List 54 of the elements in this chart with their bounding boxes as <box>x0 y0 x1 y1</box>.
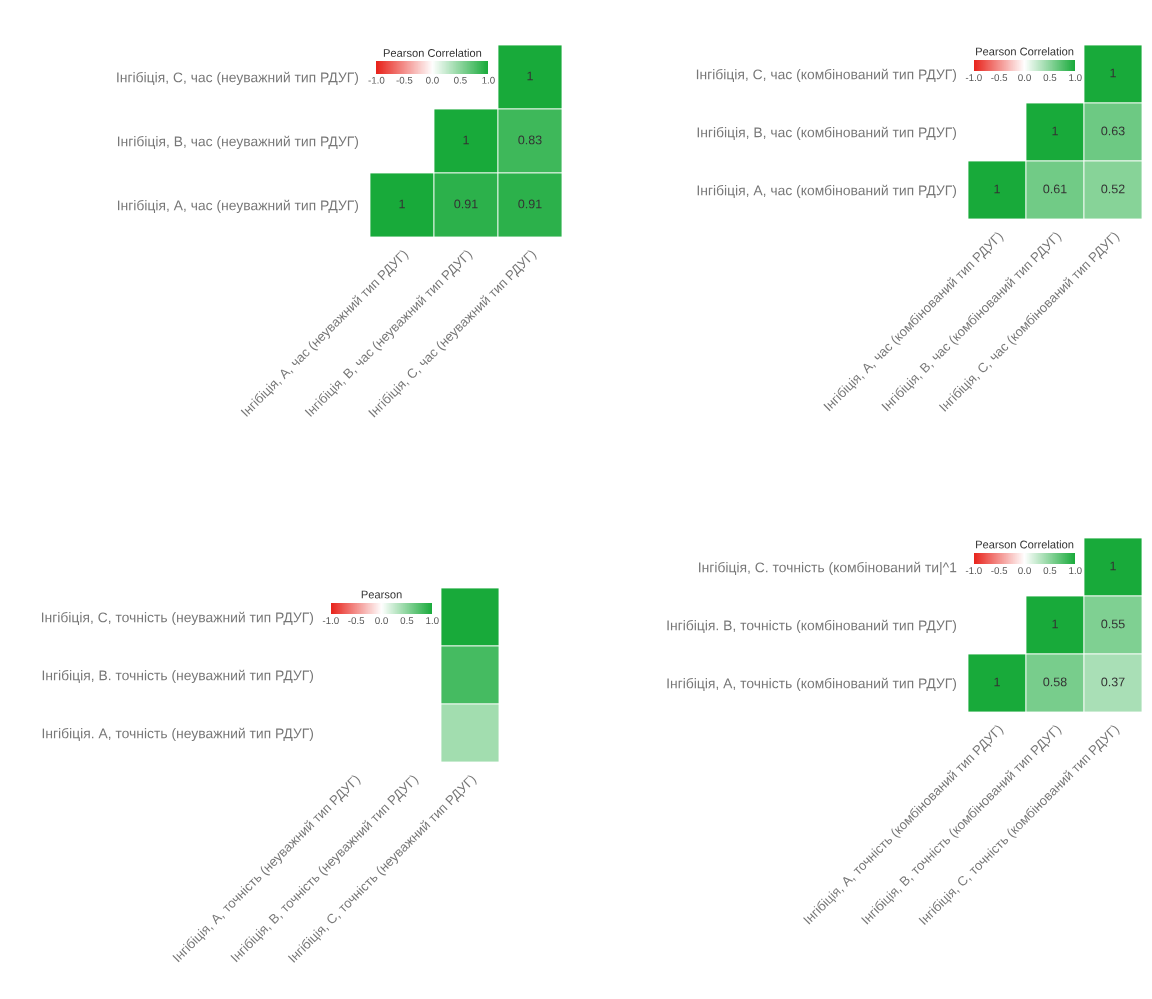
data-label: 1 <box>1110 561 1116 571</box>
color-bar-title: Pearson Correlation <box>976 540 1074 549</box>
y-tick-label: Інгібіція. А, точність (неуважний тип РДУГ) <box>42 727 314 742</box>
color-bar-label: -1.0 <box>322 617 339 625</box>
color-bar-label: -1.0 <box>965 74 982 82</box>
color-bar-title: Pearson Correlation <box>976 47 1074 56</box>
color-bar-title: Pearson <box>361 590 402 599</box>
data-label: 0.55 <box>1101 619 1125 629</box>
color-bar-label: 0.5 <box>400 617 414 625</box>
y-tick-label: Інгібіція, С, час (неуважний тип РДУГ) <box>117 71 359 86</box>
y-tick-label: Інгібіція, А, точність (комбінований тип РДУГ) <box>667 677 957 692</box>
color-bar-label: 1.0 <box>1069 74 1082 82</box>
color-bar-title: Pearson Correlation <box>383 48 482 57</box>
color-bar-label: 0.5 <box>1043 74 1057 82</box>
y-tick-label: Інгібіція, В, час (комбінований тип РДУГ) <box>697 126 957 141</box>
color-bar-label: 0.5 <box>454 76 467 84</box>
color-bar-label: -1.0 <box>965 567 982 575</box>
color-bar-label: -0.5 <box>396 76 413 84</box>
color-bar-label: 0.5 <box>1043 567 1057 575</box>
data-label: 1 <box>527 71 533 81</box>
color-bar-label: -0.5 <box>348 617 365 625</box>
color-bar-label: -1.0 <box>368 76 385 84</box>
color-bar-label: 0.0 <box>426 76 439 84</box>
data-label: 0.37 <box>1101 677 1125 687</box>
y-tick-label: Інгібіція. В, точність (комбінований тип РДУГ) <box>667 619 957 634</box>
color-bar-label: 1.0 <box>1069 567 1082 575</box>
y-tick-label: Інгібіція, А, час (неуважний тип РДУГ) <box>117 199 359 214</box>
data-label: 1 <box>1052 619 1058 629</box>
color-bar-label: 1.0 <box>482 76 495 84</box>
y-tick-label: Інгібіція, В. точність (неуважний тип РДУГ) <box>42 669 314 684</box>
data-label: 0.91 <box>454 199 478 209</box>
data-label: 1 <box>1052 126 1058 136</box>
color-bar-label: -0.5 <box>991 567 1008 575</box>
data-label: 1 <box>399 199 405 209</box>
color-bar-label: -0.5 <box>991 74 1008 82</box>
color-bar-label: 0.0 <box>1018 74 1031 82</box>
y-tick-label: Інгібіція, С, точність (неуважний тип РДУГ) <box>41 611 314 626</box>
color-bar-label: 1.0 <box>426 617 439 625</box>
data-label: 0.61 <box>1043 184 1067 194</box>
y-tick-label: Інгібіція, С, час (комбінований тип РДУГ) <box>696 68 957 83</box>
color-bar-label: 0.0 <box>1018 567 1031 575</box>
data-label: 1 <box>463 135 469 145</box>
data-label: 1 <box>994 677 1000 687</box>
data-label: 0.52 <box>1101 184 1125 194</box>
data-label: 0.58 <box>1043 677 1067 687</box>
color-bar-label: 0.0 <box>375 617 388 625</box>
y-tick-label: Інгібіція, С. точність (комбінований ти|^1 <box>699 561 957 576</box>
data-label: 0.83 <box>518 135 542 145</box>
data-label: 1 <box>994 184 1000 194</box>
y-tick-label: Інгібіція, В, час (неуважний тип РДУГ) <box>117 135 359 150</box>
data-label: 0.91 <box>518 199 542 209</box>
data-label: 0.63 <box>1101 126 1125 136</box>
data-label: 1 <box>1110 68 1116 78</box>
y-tick-label: Інгібіція, А, час (комбінований тип РДУГ) <box>697 184 957 199</box>
